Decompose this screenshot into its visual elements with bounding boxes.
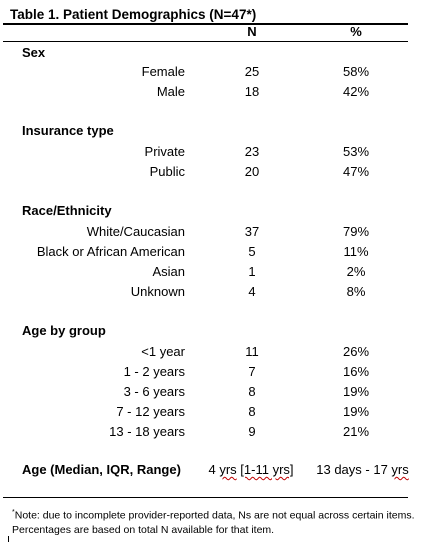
row-percent: 26% [342, 344, 370, 359]
footnote-marker: * [12, 509, 15, 516]
page-edge-mark [8, 536, 9, 542]
row-percent: 2% [346, 264, 366, 279]
footnote-text: Note: due to incomplete provider-reporte… [12, 509, 415, 536]
section-heading-race: Race/Ethnicity [22, 203, 112, 218]
section-heading-age-group: Age by group [22, 323, 106, 338]
row-percent: 42% [342, 84, 370, 99]
row-n: 7 [248, 364, 256, 379]
row-percent: 79% [342, 224, 370, 239]
age-median-prefix: 4 [208, 462, 220, 477]
table-row: White/Caucasian 37 79% [0, 222, 433, 242]
row-percent: 58% [342, 64, 370, 79]
table-row: Black or African American 5 11% [0, 242, 433, 262]
table-row: 13 - 18 years 9 21% [0, 422, 433, 442]
row-label: 13 - 18 years [109, 424, 185, 439]
row-label: Private [144, 144, 185, 159]
row-n: 1 [248, 264, 256, 279]
age-median-unit: yrs [219, 462, 237, 477]
table-row: Asian 1 2% [0, 262, 433, 282]
bottom-rule [3, 497, 408, 498]
row-percent: 47% [342, 164, 370, 179]
row-label: Male [156, 84, 185, 99]
row-n: 37 [244, 224, 260, 239]
row-percent: 21% [342, 424, 370, 439]
column-header-n: N [247, 24, 257, 39]
table-row: 1 - 2 years 7 16% [0, 362, 433, 382]
row-n: 9 [248, 424, 256, 439]
age-summary-row: Age (Median, IQR, Range) 4 yrs [1-11 yrs… [0, 460, 433, 480]
row-n: 11 [245, 344, 259, 359]
row-label: 3 - 6 years [123, 384, 185, 399]
section-heading-insurance: Insurance type [22, 123, 114, 138]
row-label: Female [141, 64, 185, 79]
table-row: 7 - 12 years 8 19% [0, 402, 433, 422]
table-row: 3 - 6 years 8 19% [0, 382, 433, 402]
footnote: *Note: due to incomplete provider-report… [12, 506, 417, 537]
header-rule [3, 41, 408, 42]
row-label: 7 - 12 years [116, 404, 185, 419]
row-label: Public [149, 164, 185, 179]
row-label: Asian [152, 264, 185, 279]
row-n: 8 [248, 404, 256, 419]
table-row: Private 23 53% [0, 142, 433, 162]
age-range-unit: yrs [391, 462, 409, 477]
row-n: 8 [248, 384, 256, 399]
table-row: Male 18 42% [0, 82, 433, 102]
table-title: Table 1. Patient Demographics (N=47*) [10, 7, 257, 22]
row-percent: 8% [346, 284, 366, 299]
age-median-iqr: 4 yrs [1-11 yrs] [191, 460, 311, 480]
row-n: 5 [248, 244, 256, 259]
row-label: Unknown [130, 284, 185, 299]
table-row: Public 20 47% [0, 162, 433, 182]
table-row: <1 year 11 26% [0, 342, 433, 362]
column-header-percent: % [350, 24, 362, 39]
row-n: 25 [244, 64, 260, 79]
row-percent: 53% [342, 144, 370, 159]
row-percent: 16% [342, 364, 370, 379]
age-range-prefix: 13 days - 17 [316, 462, 392, 477]
row-label: <1 year [141, 344, 185, 359]
row-label: White/Caucasian [86, 224, 185, 239]
age-summary-label: Age (Median, IQR, Range) [22, 462, 181, 477]
row-n: 4 [248, 284, 256, 299]
row-percent: 19% [342, 384, 370, 399]
row-n: 20 [244, 164, 260, 179]
table-row: Unknown 4 8% [0, 282, 433, 302]
row-percent: 11% [343, 244, 369, 259]
top-rule [3, 23, 408, 25]
row-label: Black or African American [36, 244, 185, 259]
age-iqr: [1-11 yrs] [240, 462, 294, 477]
age-range: 13 days - 17 yrs [300, 460, 425, 480]
row-n: 23 [244, 144, 260, 159]
row-percent: 19% [342, 404, 370, 419]
row-label: 1 - 2 years [123, 364, 185, 379]
table-row: Female 25 58% [0, 62, 433, 82]
section-heading-sex: Sex [22, 45, 46, 60]
row-n: 18 [244, 84, 260, 99]
